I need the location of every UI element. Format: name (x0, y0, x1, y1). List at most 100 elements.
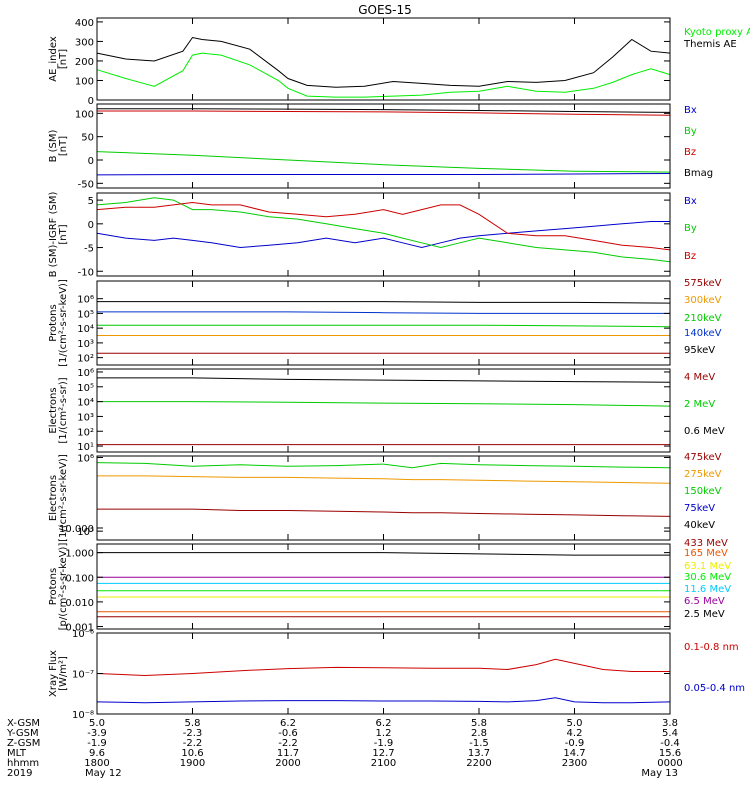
ephem-cell: 10.6 (181, 748, 203, 759)
y-tick-label: 1.000 (65, 549, 94, 560)
ephem-cell: 12.7 (372, 748, 394, 759)
legend-entry: 150keV (684, 486, 722, 497)
legend-entry: 0.6 MeV (684, 426, 725, 437)
ephem-cell: 5.8 (471, 718, 487, 729)
legend-entry: 95keV (684, 345, 715, 356)
y-tick-label: 10³ (77, 412, 94, 423)
ephem-cell: -0.4 (660, 738, 680, 749)
series-protons1-4 (97, 301, 671, 304)
series-bdiff-1 (96, 197, 671, 263)
y-tick-label: 0.100 (65, 573, 94, 584)
y-tick-label: 0.010 (65, 598, 94, 609)
y-axis-label: [W/m²] (58, 656, 69, 691)
y-axis-label: [1/(cm²-s-sr-keV)] (58, 454, 69, 542)
ephem-cell: 9.6 (89, 748, 105, 759)
legend-entry: 30.6 MeV (684, 572, 731, 583)
legend-entry: Bmag (684, 168, 713, 179)
y-tick-label: 10³ (77, 339, 94, 350)
y-tick-label: 200 (75, 57, 94, 68)
ephem-cell: 13.7 (468, 748, 490, 759)
ephem-row-label: hhmm (7, 758, 39, 769)
legend-entry: Bx (684, 196, 697, 207)
legend-entry: 0.05-0.4 nm (684, 683, 745, 694)
y-tick-label: -5 (84, 244, 94, 255)
y-tick-label: 10² (77, 354, 94, 365)
y-axis-label: B (SM)-IGRF (SM) (48, 192, 59, 278)
legend-entry: 275keV (684, 469, 722, 480)
y-axis-label: Electrons (48, 475, 59, 521)
panel-ae: 0 100 200 300 400 AE_index[nT] Kyoto proxy AET… (48, 17, 750, 107)
panel-frame (96, 192, 671, 277)
ephem-cell: May 13 (641, 768, 678, 779)
y-tick-label: 400 (75, 18, 94, 29)
ephem-cell: 2000 (275, 758, 300, 769)
legend-entry: 6.5 MeV (684, 596, 725, 607)
panel-protons2: 0.001 0.010 0.100 1.000 10.000 Protons [p/(cm²… (48, 524, 731, 634)
y-tick-label: 0 (88, 156, 94, 167)
legend-entry: 63.1 MeV (684, 561, 731, 572)
y-tick-label: 300 (75, 37, 94, 48)
series-bsm-0 (96, 173, 671, 176)
ephem-row-label: 2019 (7, 768, 32, 779)
legend-entry: 11.6 MeV (684, 584, 731, 595)
legend-entry: 75keV (684, 503, 715, 514)
y-tick-label: 10⁴ (77, 324, 94, 335)
ephem-cell: -2.2 (278, 738, 298, 749)
y-tick-label: 10⁶ (77, 453, 94, 464)
ephem-cell: 3.8 (662, 718, 678, 729)
panel-protons1: 10² 10³ 10⁴ 10⁵ 10⁶ Protons [1/(cm²-s-sr-keV)]… (48, 278, 722, 367)
y-tick-label: 10⁵ (77, 309, 94, 320)
panel-xray: 10⁻⁸ 10⁻⁷ 10⁻⁶ Xray Flux [W/m²] 0.1-0.8 nm 0.0… (48, 629, 745, 721)
y-axis-label: [nT] (58, 136, 69, 156)
y-axis-label: [1/(cm²-s-sr-keV)] (58, 279, 69, 367)
ephem-cell: 14.7 (563, 748, 585, 759)
panel-frame (96, 455, 671, 541)
y-axis-label: [nT] (58, 224, 69, 244)
y-axis-label: [1/(cm²-s-sr)] (58, 377, 69, 443)
y-tick-label: 10¹ (77, 442, 94, 453)
y-tick-label: 10⁻⁶ (72, 629, 94, 640)
y-tick-label: 50 (81, 133, 94, 144)
ephem-cell: -1.5 (469, 738, 489, 749)
ephem-cell: May 12 (85, 768, 122, 779)
legend-entry: 210keV (684, 313, 722, 324)
ephem-cell: 1800 (84, 758, 109, 769)
y-tick-label: 10.000 (59, 524, 94, 535)
y-tick-label: 10⁵ (77, 527, 94, 538)
series-bdiff-2 (96, 201, 671, 251)
panel-bsm: -50 0 50 100 B (SM) [nT] Bx By Bz Bmag (48, 103, 713, 190)
series-xray-1 (96, 697, 671, 704)
series-electrons2-0 (97, 508, 671, 517)
y-tick-label: 10⁴ (77, 398, 94, 409)
series-ae-1 (96, 36, 671, 88)
ephem-cell: 2100 (371, 758, 396, 769)
legend-entry: Bz (684, 251, 696, 262)
legend-entry: By (684, 223, 697, 234)
ephem-cell: -2.3 (183, 728, 203, 739)
series-electrons2-1 (97, 475, 671, 484)
ephem-row-label: X-GSM (7, 718, 40, 729)
ephem-cell: 5.8 (185, 718, 201, 729)
y-axis-label: [nT] (58, 49, 69, 69)
series-electrons2-2 (96, 462, 671, 469)
y-axis-label: B (SM) (48, 129, 59, 162)
y-tick-label: 100 (75, 76, 94, 87)
series-xray-0 (96, 658, 670, 677)
series-bsm-1 (96, 151, 671, 173)
y-tick-label: 10⁻⁸ (72, 710, 94, 721)
ephem-cell: 4.2 (567, 728, 583, 739)
y-tick-label: 10⁶ (77, 295, 94, 306)
ephem-cell: 11.7 (277, 748, 299, 759)
plot-title: GOES-15 (358, 3, 412, 17)
panel-frame (96, 17, 671, 101)
ephem-cell: 5.0 (89, 718, 105, 729)
y-axis-label: AE_index (48, 36, 59, 82)
ephem-cell: 2200 (466, 758, 491, 769)
ephem-cell: 5.0 (567, 718, 583, 729)
series-electrons1-1 (97, 401, 671, 407)
y-tick-label: 10² (77, 427, 94, 438)
y-axis-label: Protons (48, 568, 59, 605)
legend-entry: 475keV (684, 452, 722, 463)
ephem-cell: -1.9 (374, 738, 394, 749)
